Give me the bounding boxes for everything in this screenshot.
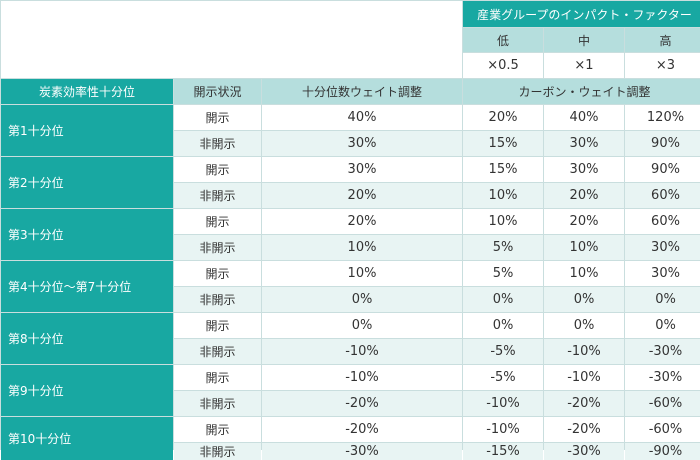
decile-weight-value: 0% [262,313,462,338]
disclosure-status: 開示 [174,365,261,390]
decile-label: 第9十分位 [1,365,173,416]
disclosure-status: 非開示 [174,287,261,312]
carbon-weight-mid-value: -20% [544,391,624,416]
decile-label: 第8十分位 [1,313,173,364]
carbon-weight-mid-value: 30% [544,157,624,182]
decile-label: 第3十分位 [1,209,173,260]
carbon-weight-high-value: 90% [625,157,700,182]
carbon-weight-low-value: -5% [463,339,543,364]
carbon-weight-low-value: -15% [463,443,543,460]
factor-mid: ×1 [544,53,624,78]
carbon-weight-high-value: -30% [625,365,700,390]
impact-factor-header: 産業グループのインパクト・ファクター [463,1,700,27]
carbon-weight-mid-value: 10% [544,235,624,260]
disclosure-status: 開示 [174,105,261,130]
carbon-weight-high-value: 0% [625,287,700,312]
decile-weight-value: -20% [262,391,462,416]
carbon-weight-high-value: -60% [625,391,700,416]
carbon-weight-mid-value: -10% [544,365,624,390]
carbon-weight-mid-value: 40% [544,105,624,130]
carbon-weight-mid-value: 30% [544,131,624,156]
carbon-weight-high-value: 60% [625,209,700,234]
decile-weight-value: 10% [262,235,462,260]
decile-weight-value: -10% [262,339,462,364]
carbon-weight-low-value: 5% [463,235,543,260]
carbon-weight-high-value: -30% [625,339,700,364]
carbon-weight-mid-value: 20% [544,209,624,234]
decile-weight-value: 40% [262,105,462,130]
carbon-weight-high-value: -90% [625,443,700,460]
decile-label: 第2十分位 [1,157,173,208]
decile-weight-value: 30% [262,131,462,156]
carbon-weight-low-value: 10% [463,183,543,208]
carbon-weight-mid-value: 20% [544,183,624,208]
disclosure-status: 非開示 [174,235,261,260]
decile-weight-value: 10% [262,261,462,286]
carbon-weight-high-value: 30% [625,261,700,286]
carbon-weight-low-value: 0% [463,287,543,312]
carbon-weight-low-value: 15% [463,157,543,182]
carbon-weight-high-value: 30% [625,235,700,260]
decile-weight-value: 20% [262,209,462,234]
decile-column-header: 炭素効率性十分位 [1,79,173,104]
decile-weight-value: -30% [262,443,462,460]
carbon-weight-low-value: -5% [463,365,543,390]
carbon-weight-mid-value: -10% [544,339,624,364]
carbon-weight-column-header: カーボン・ウェイト調整 [463,79,700,104]
carbon-weight-low-value: -10% [463,417,543,442]
decile-weight-value: 0% [262,287,462,312]
disclosure-status: 非開示 [174,183,261,208]
carbon-weight-mid-value: -20% [544,417,624,442]
disclosure-status: 非開示 [174,443,261,460]
carbon-weight-low-value: -10% [463,391,543,416]
carbon-weight-mid-value: 0% [544,287,624,312]
decile-label: 第1十分位 [1,105,173,156]
carbon-weight-high-value: 0% [625,313,700,338]
carbon-weight-mid-value: 10% [544,261,624,286]
status-column-header: 開示状況 [174,79,261,104]
carbon-weight-low-value: 5% [463,261,543,286]
disclosure-status: 非開示 [174,131,261,156]
carbon-weight-low-value: 15% [463,131,543,156]
carbon-weight-low-value: 20% [463,105,543,130]
disclosure-status: 非開示 [174,391,261,416]
factor-high: ×3 [625,53,700,78]
carbon-weight-high-value: 60% [625,183,700,208]
carbon-weight-mid-value: -30% [544,443,624,460]
decile-weight-value: 30% [262,157,462,182]
decile-weight-column-header: 十分位数ウェイト調整 [262,79,462,104]
disclosure-status: 開示 [174,261,261,286]
decile-label: 第10十分位 [1,417,173,460]
disclosure-status: 開示 [174,157,261,182]
decile-weight-value: -20% [262,417,462,442]
carbon-weight-high-value: 90% [625,131,700,156]
disclosure-status: 非開示 [174,339,261,364]
decile-label: 第4十分位～第7十分位 [1,261,173,312]
carbon-weight-high-value: 120% [625,105,700,130]
level-low-header: 低 [463,28,543,52]
disclosure-status: 開示 [174,313,261,338]
carbon-weight-low-value: 0% [463,313,543,338]
carbon-weight-mid-value: 0% [544,313,624,338]
disclosure-status: 開示 [174,209,261,234]
factor-low: ×0.5 [463,53,543,78]
level-high-header: 高 [625,28,700,52]
disclosure-status: 開示 [174,417,261,442]
carbon-weight-low-value: 10% [463,209,543,234]
decile-weight-value: 20% [262,183,462,208]
level-mid-header: 中 [544,28,624,52]
decile-weight-value: -10% [262,365,462,390]
carbon-weight-high-value: -60% [625,417,700,442]
blank-corner [1,1,462,78]
